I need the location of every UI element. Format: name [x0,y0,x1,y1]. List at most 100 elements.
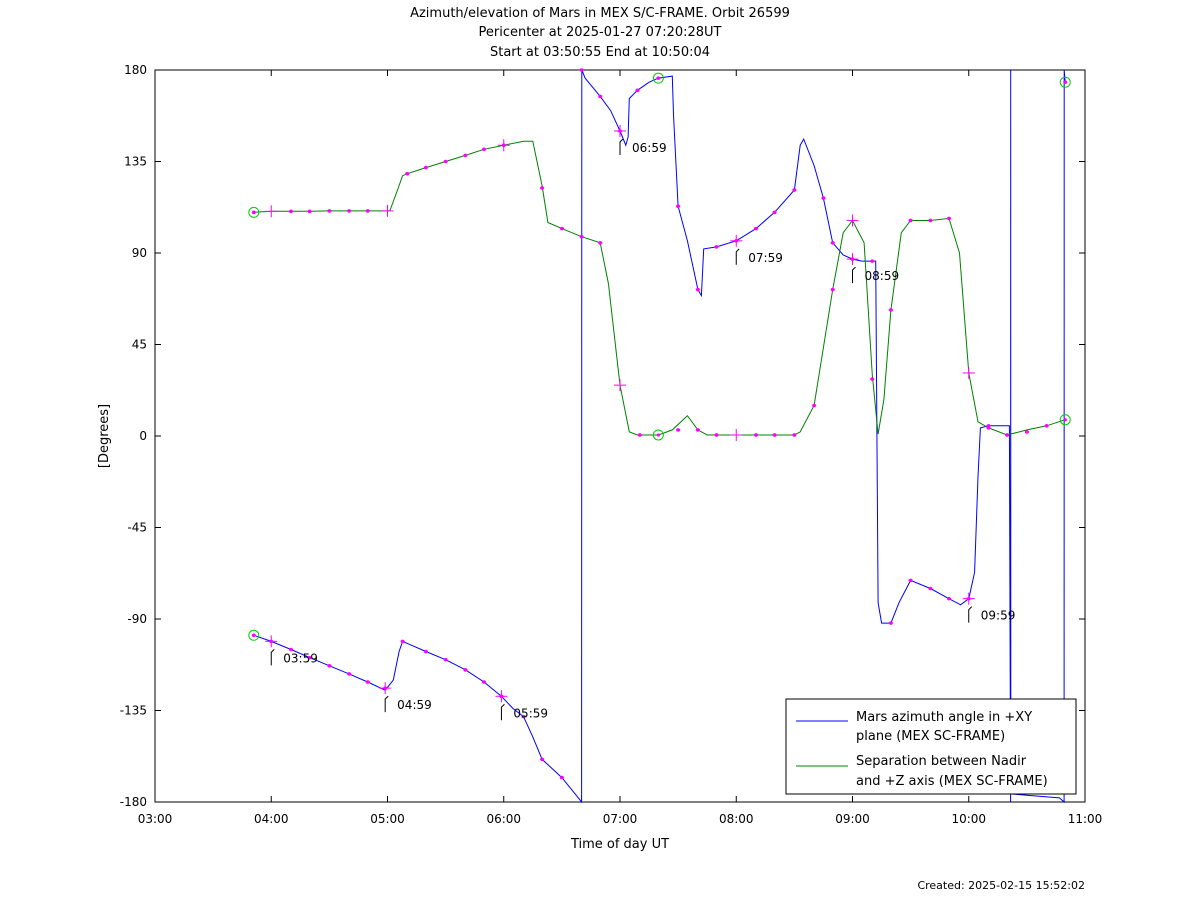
data-dot-separation [830,287,835,292]
x-tick-label: 06:00 [486,812,521,826]
legend-box [785,698,1077,795]
chart-subtitle-pericenter: Pericenter at 2025-01-27 07:20:28UT [478,25,721,40]
x-tick-label: 04:00 [254,812,289,826]
data-dot-azimuth [676,204,680,209]
data-dot-azimuth [635,88,640,93]
legend-label-separation-line1: Separation between Nadir [856,754,1027,769]
series-line-azimuth [253,69,1066,804]
y-tick-label: -180 [120,795,147,809]
y-tick-label: 45 [132,338,147,352]
x-tick-label: 09:00 [835,812,870,826]
data-dot-azimuth [870,259,875,263]
y-axis-label: [Degrees] [97,404,112,468]
annotation-label: 04:59 [397,698,432,712]
data-dot-azimuth [792,188,797,192]
data-dot-azimuth [908,578,913,583]
annotation-label: 05:59 [513,706,548,720]
endpoint-dot-azimuth [1063,80,1067,84]
data-dot-separation [986,426,991,430]
data-dot-separation [889,308,893,312]
data-dot-azimuth [521,714,526,719]
data-dot-azimuth [540,757,544,762]
annotation-label: 03:59 [283,651,318,665]
endpoint-dot-separation [252,210,256,214]
data-dot-separation [1005,433,1009,437]
markers-layer [248,68,1071,780]
data-dot-separation [772,433,777,437]
y-tick-label: -90 [127,612,147,626]
data-dot-azimuth [830,241,835,245]
data-dot-azimuth [463,668,468,672]
data-dot-azimuth [821,196,826,200]
data-dot-separation [792,433,797,437]
annotation-label: 09:59 [981,609,1016,623]
chart-subtitle-start-end: Start at 03:50:55 End at 10:50:04 [490,45,710,60]
data-dot-azimuth [482,680,486,684]
data-dot-separation [463,153,468,158]
data-dot-separation [598,241,603,245]
data-dot-separation [870,377,875,381]
x-tick-label: 03:00 [138,812,173,826]
x-tick-label: 08:00 [719,812,754,826]
y-tick-label: -45 [127,521,147,535]
data-dot-separation [579,234,584,239]
annotation-pointer [384,695,389,713]
data-dot-separation [1025,430,1029,434]
y-tick-label: 180 [124,63,147,77]
annotation-label: 07:59 [748,251,783,265]
legend-label-azimuth-line1: Mars azimuth angle in +XY [856,710,1032,725]
data-dot-separation [908,218,913,223]
data-dot-azimuth [327,663,332,668]
endpoint-dot-azimuth [656,76,660,80]
series-layer [253,69,1066,804]
data-dot-separation [405,171,410,176]
annotation-pointer [852,266,856,284]
endpoint-circle-separation [1059,414,1071,426]
data-dot-separation [714,433,719,437]
data-dot-azimuth [424,649,428,654]
annotation-pointer [500,703,505,721]
axis-ticks: 03:00 04:00 05:00 06:00 07:00 08:00 09:00 10:00… [120,63,1103,826]
data-dot-separation [754,433,758,437]
annotations-layer: 03:59 04:59 05:59 06:59 07:59 08:59 09:59 [270,138,1016,721]
data-dot-azimuth [365,680,370,684]
endpoint-circle-azimuth [1059,76,1071,88]
endpoint-circle-azimuth [248,629,260,641]
annotation-label: 08:59 [865,269,900,283]
endpoint-dot-azimuth [252,633,256,637]
data-dot-separation [1044,424,1049,428]
legend: Mars azimuth angle in +XY plane (MEX SC-… [785,698,1077,795]
data-dot-separation [443,159,448,164]
y-tick-label: -135 [120,704,147,718]
data-dot-separation [327,209,332,213]
data-dot-separation [696,428,700,432]
data-dot-separation [637,433,642,437]
data-dot-azimuth [889,621,893,625]
data-dot-azimuth [307,655,312,660]
data-dot-separation [307,209,312,214]
endpoint-dot-separation [656,433,660,437]
data-dot-azimuth [579,68,584,72]
chart-title: Azimuth/elevation of Mars in MEX S/C-FRA… [410,6,790,21]
data-dot-separation [928,218,933,223]
annotation-pointer [619,138,624,155]
annotation-pointer [968,606,973,623]
annotation-label: 06:59 [632,141,667,155]
y-tick-label: 135 [124,155,147,169]
data-dot-azimuth [598,94,603,99]
data-dot-azimuth [347,672,351,676]
y-tick-label: 90 [132,246,147,260]
data-dot-separation [676,428,680,432]
data-dot-azimuth [560,775,564,780]
data-dot-separation [424,165,428,170]
x-tick-label: 05:00 [370,812,405,826]
data-dot-separation [482,147,486,152]
data-dot-separation [347,209,351,213]
data-dot-separation [812,403,816,408]
legend-label-azimuth-line2: plane (MEX SC-FRAME) [856,729,1005,744]
data-dot-azimuth [443,657,448,662]
annotation-pointer [735,248,740,265]
data-dot-separation [365,209,370,213]
endpoint-circle-azimuth [652,72,664,84]
endpoint-dot-separation [1063,418,1067,422]
